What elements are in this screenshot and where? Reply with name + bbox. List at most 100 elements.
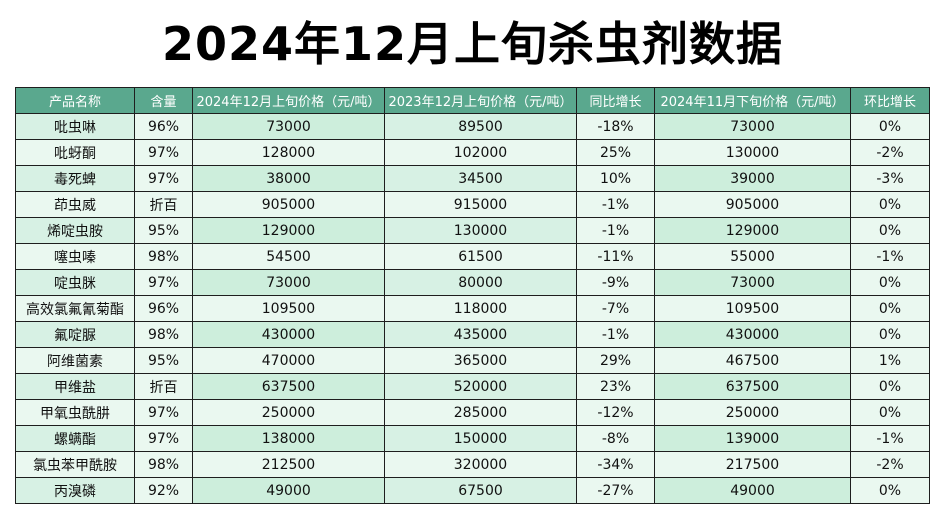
- price-2024-dec-cell: 109500: [192, 295, 385, 322]
- price-2024-nov-cell: 73000: [654, 113, 851, 140]
- product-name-cell: 甲维盐: [15, 373, 135, 400]
- product-name-cell: 阿维菌素: [15, 347, 135, 374]
- yoy-growth-cell: -18%: [576, 113, 655, 140]
- content-cell: 98%: [134, 451, 193, 478]
- price-2024-nov-cell: 73000: [654, 269, 851, 296]
- content-cell: 97%: [134, 165, 193, 192]
- content-cell: 92%: [134, 477, 193, 504]
- table-body: 吡虫啉 96% 73000 89500 -18% 73000 0% 吡蚜酮 97% 128000 1…: [15, 113, 930, 504]
- mom-growth-cell: 0%: [850, 217, 930, 244]
- header-yoy-growth: 同比增长: [576, 87, 655, 114]
- content-cell: 96%: [134, 113, 193, 140]
- mom-growth-cell: 0%: [850, 373, 930, 400]
- product-name-cell: 高效氯氟氰菊酯: [15, 295, 135, 322]
- price-2024-nov-cell: 905000: [654, 191, 851, 218]
- header-mom-growth: 环比增长: [850, 87, 930, 114]
- price-2024-dec-cell: 905000: [192, 191, 385, 218]
- price-2024-dec-cell: 212500: [192, 451, 385, 478]
- price-2023-dec-cell: 118000: [384, 295, 577, 322]
- content-cell: 96%: [134, 295, 193, 322]
- mom-growth-cell: 1%: [850, 347, 930, 374]
- yoy-growth-cell: -1%: [576, 217, 655, 244]
- mom-growth-cell: -2%: [850, 451, 930, 478]
- mom-growth-cell: -2%: [850, 139, 930, 166]
- price-2024-nov-cell: 250000: [654, 399, 851, 426]
- price-2023-dec-cell: 80000: [384, 269, 577, 296]
- header-price-2024-nov-late: 2024年11月下旬价格（元/吨）: [654, 87, 851, 114]
- price-2024-dec-cell: 129000: [192, 217, 385, 244]
- price-2024-nov-cell: 55000: [654, 243, 851, 270]
- price-2024-dec-cell: 637500: [192, 373, 385, 400]
- product-name-cell: 氯虫苯甲酰胺: [15, 451, 135, 478]
- price-2024-dec-cell: 73000: [192, 113, 385, 140]
- yoy-growth-cell: -11%: [576, 243, 655, 270]
- mom-growth-cell: 0%: [850, 269, 930, 296]
- table-row: 氟啶脲 98% 430000 435000 -1% 430000 0%: [15, 321, 930, 348]
- yoy-growth-cell: -1%: [576, 191, 655, 218]
- table-row: 吡蚜酮 97% 128000 102000 25% 130000 -2%: [15, 139, 930, 166]
- yoy-growth-cell: -12%: [576, 399, 655, 426]
- table-row: 甲维盐 折百 637500 520000 23% 637500 0%: [15, 373, 930, 400]
- price-2024-nov-cell: 139000: [654, 425, 851, 452]
- mom-growth-cell: 0%: [850, 321, 930, 348]
- table-row: 茚虫威 折百 905000 915000 -1% 905000 0%: [15, 191, 930, 218]
- product-name-cell: 吡虫啉: [15, 113, 135, 140]
- content-cell: 98%: [134, 243, 193, 270]
- mom-growth-cell: 0%: [850, 477, 930, 504]
- content-cell: 98%: [134, 321, 193, 348]
- mom-growth-cell: 0%: [850, 295, 930, 322]
- table-row: 吡虫啉 96% 73000 89500 -18% 73000 0%: [15, 113, 930, 140]
- price-2024-dec-cell: 38000: [192, 165, 385, 192]
- table-row: 阿维菌素 95% 470000 365000 29% 467500 1%: [15, 347, 930, 374]
- mom-growth-cell: 0%: [850, 191, 930, 218]
- table-row: 高效氯氟氰菊酯 96% 109500 118000 -7% 109500 0%: [15, 295, 930, 322]
- yoy-growth-cell: 25%: [576, 139, 655, 166]
- price-2024-nov-cell: 109500: [654, 295, 851, 322]
- content-cell: 95%: [134, 347, 193, 374]
- yoy-growth-cell: -9%: [576, 269, 655, 296]
- price-2023-dec-cell: 520000: [384, 373, 577, 400]
- product-name-cell: 甲氧虫酰肼: [15, 399, 135, 426]
- price-2024-dec-cell: 430000: [192, 321, 385, 348]
- table-row: 氯虫苯甲酰胺 98% 212500 320000 -34% 217500 -2%: [15, 451, 930, 478]
- content-cell: 97%: [134, 399, 193, 426]
- product-name-cell: 毒死蜱: [15, 165, 135, 192]
- price-2023-dec-cell: 102000: [384, 139, 577, 166]
- content-cell: 97%: [134, 425, 193, 452]
- yoy-growth-cell: -27%: [576, 477, 655, 504]
- price-2024-dec-cell: 49000: [192, 477, 385, 504]
- price-2024-dec-cell: 470000: [192, 347, 385, 374]
- product-name-cell: 丙溴磷: [15, 477, 135, 504]
- price-2024-dec-cell: 73000: [192, 269, 385, 296]
- yoy-growth-cell: -1%: [576, 321, 655, 348]
- yoy-growth-cell: -8%: [576, 425, 655, 452]
- product-name-cell: 啶虫脒: [15, 269, 135, 296]
- price-2023-dec-cell: 435000: [384, 321, 577, 348]
- mom-growth-cell: 0%: [850, 399, 930, 426]
- yoy-growth-cell: -7%: [576, 295, 655, 322]
- table-header-row: 产品名称 含量 2024年12月上旬价格（元/吨） 2023年12月上旬价格（元/吨）…: [15, 87, 930, 114]
- price-2024-nov-cell: 637500: [654, 373, 851, 400]
- price-2023-dec-cell: 34500: [384, 165, 577, 192]
- table-row: 螺螨酯 97% 138000 150000 -8% 139000 -1%: [15, 425, 930, 452]
- header-price-2024-dec-early: 2024年12月上旬价格（元/吨）: [192, 87, 385, 114]
- mom-growth-cell: 0%: [850, 113, 930, 140]
- price-2024-nov-cell: 430000: [654, 321, 851, 348]
- price-2024-nov-cell: 49000: [654, 477, 851, 504]
- product-name-cell: 吡蚜酮: [15, 139, 135, 166]
- table-row: 丙溴磷 92% 49000 67500 -27% 49000 0%: [15, 477, 930, 504]
- price-2023-dec-cell: 67500: [384, 477, 577, 504]
- product-name-cell: 氟啶脲: [15, 321, 135, 348]
- price-2024-nov-cell: 39000: [654, 165, 851, 192]
- price-2024-nov-cell: 217500: [654, 451, 851, 478]
- page-title: 2024年12月上旬杀虫剂数据: [161, 17, 784, 71]
- price-2024-dec-cell: 54500: [192, 243, 385, 270]
- mom-growth-cell: -1%: [850, 243, 930, 270]
- price-2024-nov-cell: 129000: [654, 217, 851, 244]
- yoy-growth-cell: 23%: [576, 373, 655, 400]
- mom-growth-cell: -1%: [850, 425, 930, 452]
- yoy-growth-cell: -34%: [576, 451, 655, 478]
- yoy-growth-cell: 29%: [576, 347, 655, 374]
- price-2023-dec-cell: 150000: [384, 425, 577, 452]
- header-content: 含量: [134, 87, 193, 114]
